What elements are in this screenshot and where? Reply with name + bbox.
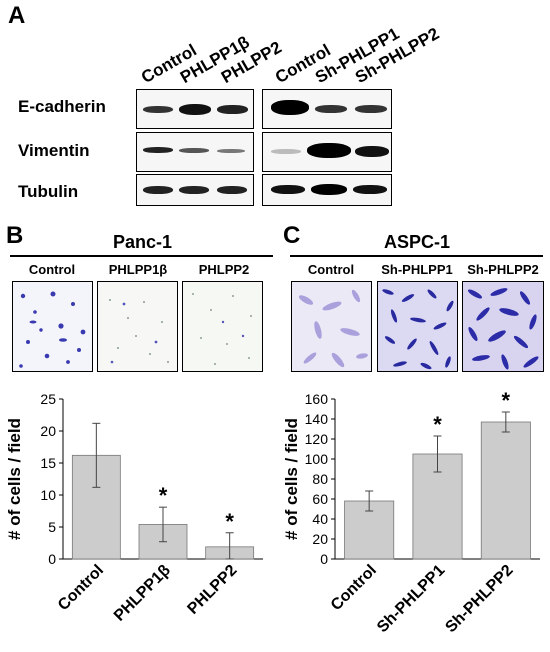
aspc1-ytick-label: 120 [305,431,329,447]
blot-vimentin-left [136,132,254,172]
panc1-y-label: # of cells / field [5,418,24,540]
panc1-phlpp1b-micrograph-art [109,299,169,364]
aspc1-control-micrograph-art [298,289,368,368]
panc1-ytick-label: 25 [40,391,56,407]
panc1-control-micrograph-art [19,291,86,368]
aspc1-ytick-label: 80 [312,471,328,487]
panel-b-letter: B [6,222,24,249]
row-label-ecadherin: E-cadherin [18,97,106,116]
aspc1-sh-phlpp2-micrograph-art [467,288,539,370]
aspc1-ytick-label: 60 [312,491,328,507]
blot-ecadherin-left [136,89,254,129]
panc1-phlpp1b-micrograph [97,281,178,372]
row-label-vimentin: Vimentin [18,141,90,160]
panc1-ytick-label: 20 [40,423,56,439]
panel-b-micro-label-1: Control [28,262,76,277]
blot-tubulin-left [136,174,254,206]
panel-a-letter: A [8,2,26,29]
panc1-category-label: PHLPP2 [184,562,240,618]
panel-c-rule [290,255,543,257]
aspc1-category-label: Control [328,562,380,614]
aspc1-category-label: Sh-PHLPP1 [374,562,448,636]
panc1-category-label: PHLPP1β [111,562,174,625]
blot-vimentin-right [262,132,392,172]
aspc1-sh-phlpp1-micrograph [377,281,458,372]
panel-c-micro-label-3: Sh-PHLPP2 [467,262,539,277]
panel-c-micro-label-2: Sh-PHLPP1 [381,262,453,277]
panel-c-letter: C [283,222,301,249]
panc1-ytick-label: 0 [48,551,56,567]
panel-b-title: Panc-1 [112,232,173,252]
aspc1-ytick-label: 0 [320,551,328,567]
aspc1-significance-mark: * [502,388,511,413]
aspc1-bar-chart: 0 20 40 60 80 100 120 140 160# of cells / field C… [282,388,540,636]
aspc1-sh-phlpp2-micrograph [462,281,544,372]
panel-b-micro-label-2: PHLPP1β [108,262,168,277]
row-label-tubulin: Tubulin [18,182,79,201]
panel-b-micro-label-3: PHLPP2 [198,262,250,277]
aspc1-control-micrograph [291,281,372,372]
aspc1-ytick-label: 140 [305,411,329,427]
blot-tubulin-right [262,174,392,206]
panc1-significance-mark: * [159,483,168,508]
panc1-control-micrograph [12,281,93,372]
aspc1-ytick-label: 100 [305,451,329,467]
panc1-phlpp2-micrograph-art [192,293,252,365]
aspc1-ytick-label: 20 [312,531,328,547]
aspc1-ytick-label: 40 [312,511,328,527]
aspc1-category-label: Sh-PHLPP2 [442,562,516,636]
blot-ecadherin-right [262,89,392,129]
panc1-ytick-label: 10 [40,487,56,503]
panc1-significance-mark: * [225,509,234,534]
panel-c-title: ASPC-1 [383,232,450,252]
aspc1-sh-phlpp1-micrograph-art [382,289,454,370]
panc1-bar-chart: 0 5 10 15 20 25 # of cells / field Control * PHLP… [5,391,263,625]
aspc1-significance-mark: * [433,412,442,437]
panc1-ytick-label: 5 [48,519,56,535]
aspc1-ytick-label: 160 [305,391,329,407]
panel-b-rule [10,255,273,257]
panc1-ytick-label: 15 [40,455,56,471]
aspc1-y-label: # of cells / field [282,418,301,540]
panc1-phlpp2-micrograph [182,281,263,372]
panc1-category-label: Control [55,562,107,614]
aspc1-bar [480,421,531,560]
panel-c-micro-label-1: Control [307,262,355,277]
